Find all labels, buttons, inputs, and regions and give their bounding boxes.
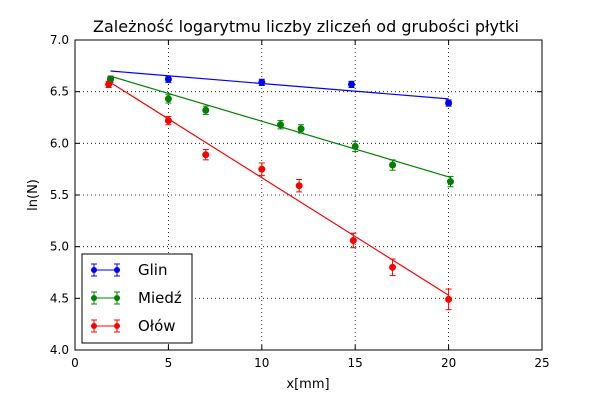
data-point-olow [295,182,303,190]
data-point-glin [445,99,453,107]
legend-marker-olow [114,323,120,329]
data-point-miedz [446,178,454,186]
y-tick-label: 4.5 [50,291,69,305]
fit-line-glin [110,70,449,100]
x-tick-label: 5 [165,356,173,370]
data-point-olow [349,236,357,244]
data-point-glin [258,78,266,86]
data-point-olow [258,165,266,173]
legend-marker-miedz [114,295,120,301]
data-point-miedz [202,106,210,114]
legend-marker-olow [91,323,97,329]
legend: Glin Miedź Ołów [81,253,193,344]
y-tick-label: 4.0 [50,343,69,357]
legend-marker-glin [114,267,120,273]
y-tick-label: 5.5 [50,188,69,202]
legend-entry-miedz: Miedź [91,289,182,307]
fit-line-olow [108,80,449,296]
data-point-olow [164,117,172,125]
data-point-olow [445,295,453,303]
data-point-olow [389,263,397,271]
y-axis-label: ln(N) [26,179,41,211]
data-point-miedz [297,125,305,133]
data-point-olow [105,80,113,88]
data-point-olow [202,151,210,159]
legend-marker-miedz [91,295,97,301]
legend-label-glin: Glin [138,261,167,279]
data-point-glin [164,75,172,83]
legend-label-olow: Ołów [138,317,176,335]
legend-marker-glin [91,267,97,273]
x-tick-label: 15 [348,356,363,370]
x-tick-label: 25 [534,356,549,370]
legend-entry-glin: Glin [91,261,167,279]
axis-ticks: 0 5 10 15 20 25 4.0 4.5 5.0 5.5 6.0 6.5 7.0 [50,33,550,370]
legend-label-miedz: Miedź [138,289,182,307]
data-point-glin [347,80,355,88]
data-point-miedz [276,121,284,129]
x-axis-label: x[mm] [286,377,329,392]
data-point-miedz [389,161,397,169]
data-point-miedz [351,142,359,150]
x-tick-label: 0 [71,356,79,370]
x-tick-label: 10 [254,356,269,370]
y-tick-label: 7.0 [50,33,69,47]
y-tick-label: 6.5 [50,85,69,99]
y-tick-label: 5.0 [50,240,69,254]
data-point-miedz [164,95,172,103]
y-tick-label: 6.0 [50,136,69,150]
x-tick-label: 20 [441,356,456,370]
legend-entry-olow: Ołów [91,317,176,335]
chart-title: Zależność logarytmu liczby zliczeń od gr… [93,17,519,36]
data-points [105,75,454,303]
